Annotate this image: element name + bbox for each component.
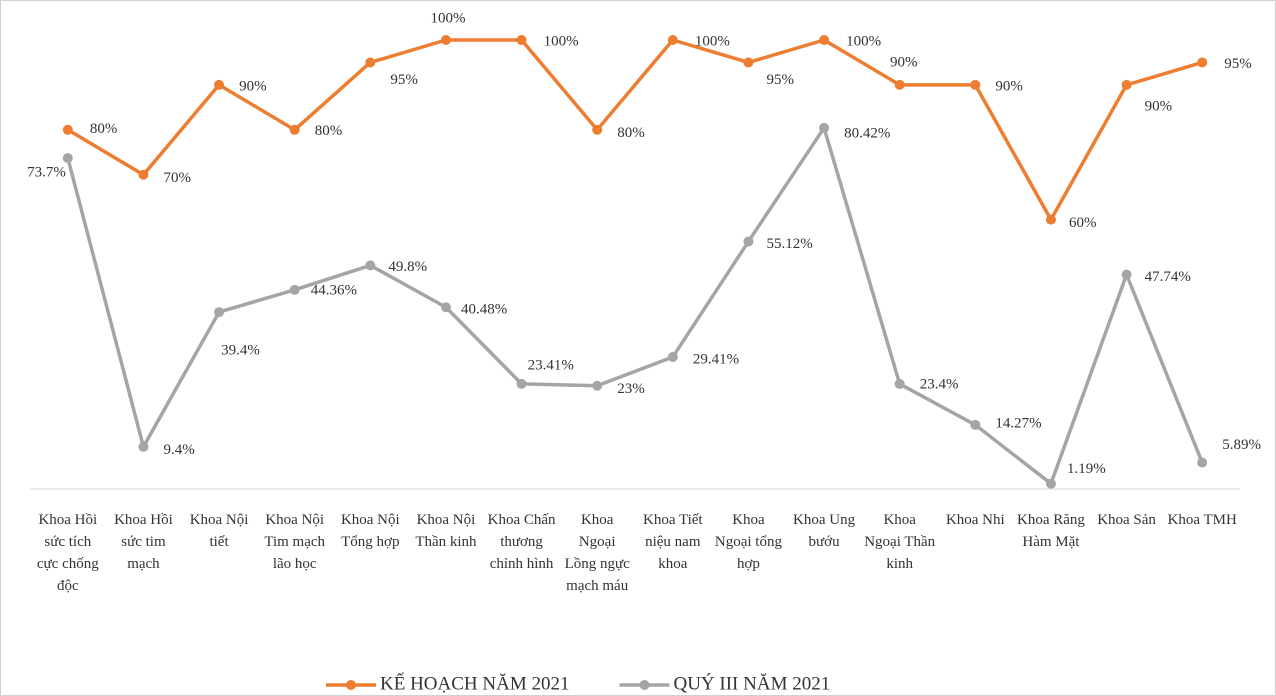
x-tick-label: Khoa Nhi <box>945 512 1005 528</box>
x-tick-label: Khoa Nội Tổng hợp <box>340 512 400 550</box>
point <box>970 79 981 90</box>
x-tick-label: Khoa Ung bướu <box>793 512 856 550</box>
point <box>819 122 830 133</box>
data-label: 60% <box>1069 215 1097 231</box>
x-tick-label: Khoa Hồi sức tim mạch <box>114 512 173 572</box>
data-label: 100% <box>544 33 579 49</box>
point <box>894 378 905 389</box>
data-label: 90% <box>1145 98 1173 114</box>
x-tick-label: Khoa Ngoại Thần kinh <box>864 512 936 572</box>
data-label: 1.19% <box>1067 461 1106 477</box>
data-label: 55.12% <box>766 236 812 252</box>
legend-marker <box>639 680 650 690</box>
data-label: 80.42% <box>844 125 890 141</box>
data-label: 90% <box>995 78 1023 94</box>
data-label: 100% <box>430 10 465 26</box>
point <box>365 260 376 271</box>
point <box>1121 79 1132 90</box>
point <box>1045 214 1056 225</box>
point <box>1045 478 1056 489</box>
legend-marker <box>346 680 356 690</box>
point <box>138 441 149 452</box>
point <box>214 307 225 318</box>
point <box>667 35 678 45</box>
data-label: 5.89% <box>1222 437 1261 453</box>
x-tick-label: Khoa Tiết niệu nam khoa <box>643 512 703 572</box>
data-label: 47.74% <box>1145 269 1191 285</box>
data-label: 90% <box>890 54 918 70</box>
point <box>214 79 225 90</box>
x-tick-label: Khoa Nội Thần kinh <box>415 512 477 550</box>
legend-label: KẾ HOẠCH NĂM 2021 <box>380 672 569 694</box>
data-label: 23% <box>617 381 645 397</box>
point <box>516 378 527 389</box>
data-label: 49.8% <box>388 259 427 275</box>
point <box>894 79 905 90</box>
point <box>516 35 527 45</box>
data-label: 73.7% <box>27 165 66 181</box>
point <box>365 57 376 68</box>
x-tick-label: Khoa Nội Tim mạch lão học <box>264 512 326 572</box>
data-label: 80% <box>315 123 343 139</box>
legend-label: QUÝ III NĂM 2021 <box>673 672 830 694</box>
data-label: 23.4% <box>920 376 959 392</box>
x-tick-label: Khoa Sản <box>1097 512 1156 528</box>
point <box>743 57 754 68</box>
x-tick-label: Khoa Nội tiết <box>189 512 249 550</box>
x-tick-label: Khoa TMH <box>1167 512 1237 528</box>
point <box>592 124 603 135</box>
point <box>440 302 451 313</box>
x-tick-label: Khoa Răng Hàm Mặt <box>1016 512 1085 550</box>
data-label: 29.41% <box>693 351 739 367</box>
data-label: 80% <box>617 125 645 141</box>
point <box>819 35 830 45</box>
data-label: 40.48% <box>461 302 507 318</box>
data-label: 9.4% <box>163 442 194 458</box>
data-label: 95% <box>390 72 418 88</box>
point <box>1121 269 1132 280</box>
point <box>667 351 678 362</box>
data-label: 95% <box>766 72 794 88</box>
data-label: 14.27% <box>995 415 1041 431</box>
x-tick-label: Khoa Hồi sức tích cực chống độc <box>36 512 99 594</box>
x-tick-label: Khoa Chấn thương chỉnh hình <box>487 512 556 572</box>
point <box>62 153 73 164</box>
data-label: 23.41% <box>528 357 574 373</box>
point <box>138 169 149 180</box>
series-line <box>66 38 1203 222</box>
x-tick-label: Khoa Ngoại Lồng ngực mạch máu <box>564 512 630 594</box>
series-line <box>66 126 1204 486</box>
point <box>440 35 451 45</box>
data-label: 100% <box>846 33 881 49</box>
data-label: 90% <box>239 78 267 94</box>
data-label: 39.4% <box>221 343 260 359</box>
point <box>1197 457 1208 468</box>
x-tick-label: Khoa Ngoại tổng hợp <box>714 512 782 572</box>
point <box>62 124 73 135</box>
data-label: 95% <box>1224 56 1252 72</box>
data-label: 80% <box>90 121 118 137</box>
point <box>289 124 300 135</box>
data-label: 100% <box>695 33 730 49</box>
point <box>743 236 754 247</box>
point <box>289 284 300 295</box>
data-label: 70% <box>163 170 191 186</box>
data-label: 44.36% <box>311 282 357 298</box>
point <box>970 419 981 430</box>
point <box>1197 57 1208 68</box>
point <box>592 380 603 391</box>
